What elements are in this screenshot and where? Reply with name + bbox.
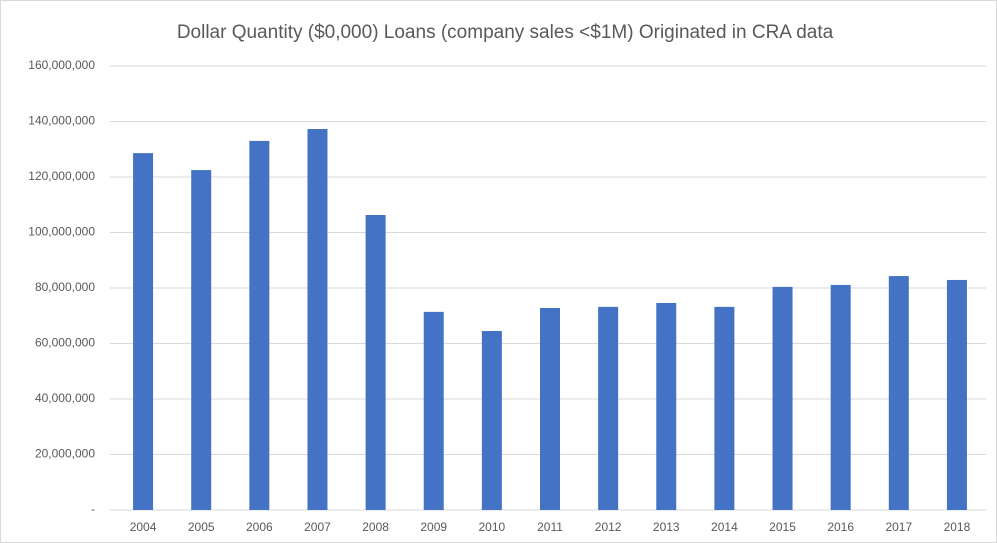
y-tick-label: 60,000,000 [35, 336, 95, 350]
bar [830, 284, 851, 510]
bar [772, 286, 793, 510]
bar [946, 279, 967, 510]
bar [540, 307, 560, 510]
x-tick-label: 2017 [885, 520, 912, 534]
x-tick-label: 2015 [769, 520, 796, 534]
bar [598, 306, 619, 510]
x-tick-label: 2007 [304, 520, 331, 534]
x-tick-label: 2005 [188, 520, 215, 534]
bar [249, 140, 270, 511]
y-tick-label: 140,000,000 [28, 114, 95, 128]
x-tick-label: 2014 [711, 520, 738, 534]
bar [191, 170, 212, 510]
x-tick-label: 2004 [130, 520, 157, 534]
x-tick-label: 2011 [537, 520, 563, 534]
y-tick-label: 100,000,000 [28, 225, 95, 239]
y-tick-label: - [91, 502, 95, 516]
x-tick-label: 2013 [653, 520, 680, 534]
y-tick-label: 40,000,000 [35, 391, 95, 405]
bar [481, 331, 502, 510]
chart-title: Dollar Quantity ($0,000) Loans (company … [177, 22, 834, 43]
x-tick-label: 2010 [479, 520, 506, 534]
bar [656, 302, 677, 510]
bar [888, 276, 909, 510]
y-tick-label: 120,000,000 [28, 169, 95, 183]
x-tick-label: 2012 [595, 520, 622, 534]
bar [714, 306, 735, 510]
x-tick-label: 2016 [827, 520, 854, 534]
bar [133, 153, 154, 510]
y-tick-label: 80,000,000 [35, 280, 95, 294]
x-tick-label: 2018 [944, 520, 971, 534]
x-tick-label: 2006 [246, 520, 273, 534]
x-tick-label: 2009 [420, 520, 447, 534]
bar [307, 128, 328, 510]
x-tick-label: 2008 [362, 520, 389, 534]
y-tick-label: 20,000,000 [35, 447, 95, 461]
bar [423, 311, 444, 510]
y-tick-label: 160,000,000 [28, 58, 95, 72]
bar [365, 215, 386, 510]
